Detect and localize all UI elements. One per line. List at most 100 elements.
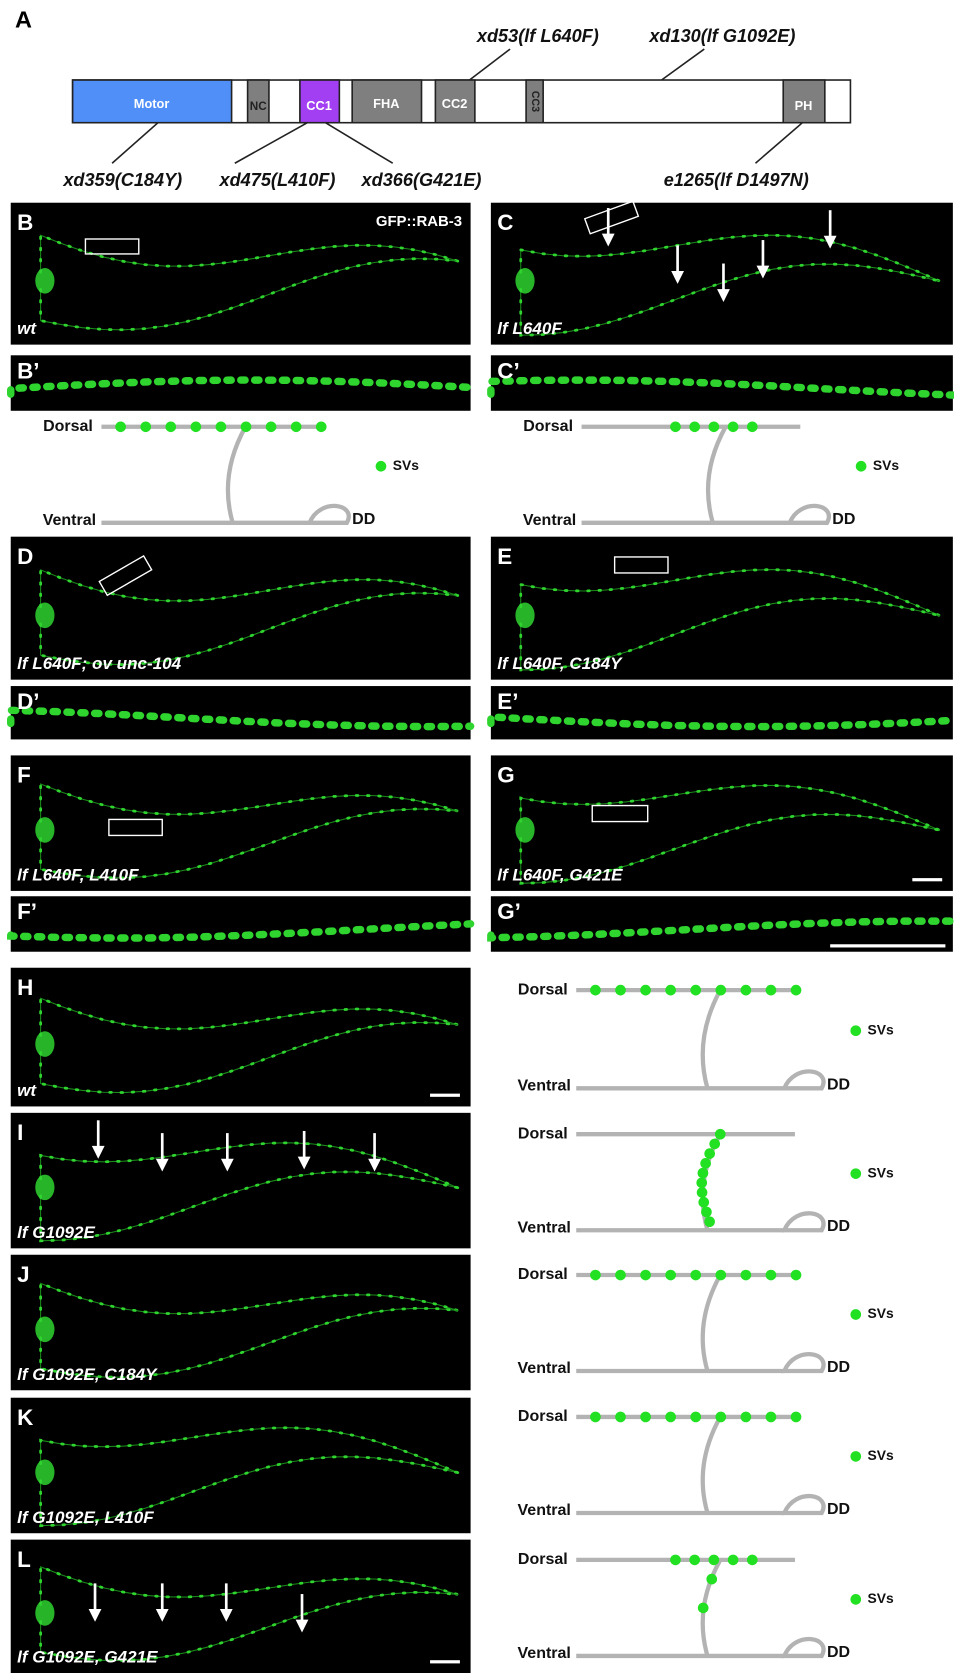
- ventral-label: Ventral: [518, 1645, 571, 1662]
- synaptic-vesicle: [741, 1270, 752, 1281]
- synaptic-vesicle: [709, 421, 720, 432]
- neuron-label: DD: [827, 1644, 850, 1661]
- synaptic-vesicle: [665, 985, 676, 996]
- cell-body: [784, 1496, 823, 1513]
- micrograph: [11, 968, 471, 1107]
- ventral-label: Ventral: [518, 1502, 571, 1519]
- panel-label: E: [497, 544, 512, 569]
- domain: CC3: [529, 91, 541, 112]
- inset: [491, 686, 953, 739]
- synaptic-vesicle: [698, 1197, 709, 1208]
- synaptic-vesicle: [715, 985, 726, 996]
- ventral-label: Ventral: [518, 1219, 571, 1236]
- synaptic-vesicle: [665, 1412, 676, 1423]
- dorsal-label: Dorsal: [518, 1408, 568, 1425]
- synaptic-vesicle: [590, 1412, 601, 1423]
- synaptic-vesicle: [701, 1207, 712, 1218]
- synaptic-vesicle: [640, 1412, 651, 1423]
- genotype-label: lf G1092E, L410F: [17, 1508, 154, 1527]
- cell-body: [790, 506, 829, 523]
- mutation-label: xd130(lf G1092E): [648, 26, 795, 46]
- synaptic-vesicle: [670, 421, 681, 432]
- synaptic-vesicle: [640, 1270, 651, 1281]
- synaptic-vesicle: [741, 985, 752, 996]
- domain: PH: [795, 98, 813, 113]
- legend-label: SVs: [393, 457, 419, 473]
- marker-label: GFP::RAB-3: [376, 213, 462, 230]
- synaptic-vesicle: [590, 1270, 601, 1281]
- mutation-label: xd359(C184Y): [62, 170, 182, 190]
- synaptic-vesicle: [728, 421, 739, 432]
- legend-dot: [850, 1168, 861, 1179]
- synaptic-vesicle: [706, 1574, 717, 1585]
- synaptic-vesicle: [728, 1555, 739, 1566]
- genotype-label: lf L640F, L410F: [17, 865, 139, 884]
- nerve-ring: [515, 817, 534, 843]
- synaptic-vesicle: [715, 1412, 726, 1423]
- synaptic-vesicle: [747, 1555, 758, 1566]
- genotype-label: lf G1092E: [17, 1223, 95, 1242]
- neuron-label: DD: [827, 1501, 850, 1518]
- panel-label: A: [15, 7, 32, 33]
- synaptic-vesicle: [766, 1412, 777, 1423]
- cell-body: [784, 1213, 823, 1230]
- nerve-ring: [35, 1459, 54, 1485]
- synaptic-vesicle: [698, 1168, 709, 1179]
- neuron-label: DD: [827, 1359, 850, 1376]
- legend-label: SVs: [868, 1590, 894, 1606]
- synaptic-vesicle: [791, 985, 802, 996]
- synaptic-vesicle: [791, 1270, 802, 1281]
- nerve-ring: [35, 1600, 54, 1626]
- synaptic-vesicle: [700, 1158, 711, 1169]
- genotype-label: wt: [17, 319, 37, 338]
- synaptic-vesicle: [615, 1412, 626, 1423]
- inset-label: G’: [497, 899, 521, 924]
- legend-label: SVs: [868, 1021, 894, 1037]
- dorsal-label: Dorsal: [43, 418, 93, 435]
- synaptic-vesicle: [689, 1555, 700, 1566]
- panel-label: C: [497, 210, 513, 235]
- cell-body: [784, 1639, 823, 1656]
- synaptic-vesicle: [704, 1216, 715, 1227]
- legend-label: SVs: [868, 1447, 894, 1463]
- panel-label: F: [17, 763, 31, 788]
- synaptic-vesicle: [690, 1412, 701, 1423]
- synaptic-vesicle: [615, 985, 626, 996]
- synaptic-vesicle: [766, 1270, 777, 1281]
- genotype-label: lf G1092E, G421E: [17, 1648, 158, 1667]
- synaptic-vesicle: [165, 421, 176, 432]
- ventral-label: Ventral: [523, 512, 576, 529]
- ventral-label: Ventral: [43, 512, 96, 529]
- synaptic-vesicle: [709, 1555, 720, 1566]
- legend-dot: [376, 461, 387, 472]
- mutation-label: xd366(G421E): [361, 170, 482, 190]
- scale-bar: [430, 1094, 460, 1097]
- synaptic-vesicle: [747, 421, 758, 432]
- domain: NC: [250, 100, 267, 113]
- panel-label: J: [17, 1262, 29, 1287]
- synaptic-vesicle: [590, 985, 601, 996]
- nerve-ring: [35, 603, 54, 629]
- synaptic-vesicle: [697, 1187, 708, 1198]
- panel-label: K: [17, 1405, 33, 1430]
- inset-label: C’: [497, 358, 519, 383]
- synaptic-vesicle: [709, 1139, 720, 1150]
- commissure: [703, 1275, 721, 1371]
- genotype-label: lf L640F, G421E: [497, 865, 623, 884]
- inset-label: D’: [17, 689, 39, 714]
- synaptic-vesicle: [741, 1412, 752, 1423]
- nerve-ring: [35, 1031, 54, 1057]
- panel-label: L: [17, 1547, 31, 1572]
- neuron-label: DD: [832, 511, 855, 528]
- genotype-label: lf L640F: [497, 319, 562, 338]
- synaptic-vesicle: [715, 1270, 726, 1281]
- commissure: [708, 427, 726, 523]
- synaptic-vesicle: [698, 1603, 709, 1614]
- synaptic-vesicle: [266, 421, 277, 432]
- mutation-label: e1265(lf D1497N): [664, 170, 809, 190]
- figure: A Motor NC CC1 FHA CC2 CC3 PH xd53(lf L6…: [0, 0, 954, 1673]
- panel-label: G: [497, 763, 514, 788]
- cell-body: [309, 506, 348, 523]
- ventral-label: Ventral: [518, 1077, 571, 1094]
- synaptic-vesicle: [670, 1555, 681, 1566]
